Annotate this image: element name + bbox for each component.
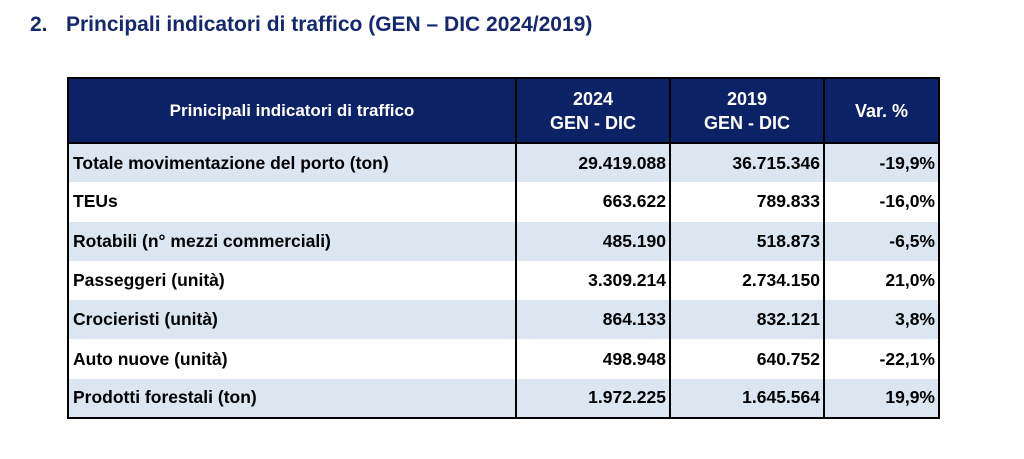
value-2024: 663.622 [515,182,670,222]
row-label: Crocieristi (unità) [68,300,516,340]
value-2019: 832.121 [669,300,824,340]
value-2019: 2.734.150 [669,260,824,301]
value-variation: 3,8% [823,300,939,340]
row-label: Rotabili (n° mezzi commerciali) [68,221,516,261]
value-2024: 29.419.088 [515,143,670,183]
header-2019: 2019 GEN - DIC [669,77,825,144]
value-2019: 1.645.564 [669,378,824,419]
value-variation: -22,1% [823,339,939,379]
section-title: 2. Principali indicatori di traffico (GEN… [30,13,592,37]
row-label: Prodotti forestali (ton) [68,378,516,419]
header-indicator: Prinicipali indicatori di traffico [67,77,517,144]
value-2019: 518.873 [669,221,824,261]
table-row: TEUs 663.622 789.833 -16,0% [68,182,939,222]
row-label: Passeggeri (unità) [73,270,225,291]
header-2019-period: GEN - DIC [703,112,790,133]
value-2024: 485.190 [515,221,670,261]
section-title-text: Principali indicatori di traffico (GEN –… [66,13,593,36]
value-2019: 36.715.346 [669,143,824,183]
header-2019-year: 2019 [726,88,768,109]
header-row: Prinicipali indicatori di traffico 2024 G… [67,77,940,144]
value-2024: 864.133 [515,300,670,340]
row-label: Totale movimentazione del porto (ton) [68,143,516,183]
table-row: Crocieristi (unità) 864.133 832.121 3,8% [68,300,939,340]
table-row: Prodotti forestali (ton) 1.972.225 1.645.5… [68,378,939,419]
table-row: Passeggeri (unità) 3.309.214 2.734.150 21,0… [68,260,939,301]
value-2024: 3.309.214 [515,260,670,301]
value-variation: -16,0% [823,182,939,222]
value-variation: -6,5% [823,221,939,261]
traffic-indicators-table: Prinicipali indicatori di traffico 2024 G… [67,77,940,420]
value-2019: 789.833 [669,182,824,222]
section-number: 2. [30,13,48,36]
header-2024: 2024 GEN - DIC [515,77,671,144]
value-2024: 498.948 [515,339,670,379]
row-label: Auto nuove (unità) [73,348,228,369]
value-variation: -19,9% [823,143,939,183]
value-variation: 19,9% [823,378,939,419]
header-2024-period: GEN - DIC [549,112,636,133]
value-2024: 1.972.225 [515,378,670,419]
row-label: TEUs [73,191,118,212]
header-2024-year: 2024 [572,88,614,109]
table-row: Totale movimentazione del porto (ton) 29.… [68,143,939,183]
table-row: Auto nuove (unità) 498.948 640.752 -22,1% [68,339,939,379]
header-variation: Var. % [823,77,940,144]
table-row: Rotabili (n° mezzi commerciali) 485.190 51… [68,221,939,261]
value-variation: 21,0% [823,260,939,301]
value-2019: 640.752 [669,339,824,379]
